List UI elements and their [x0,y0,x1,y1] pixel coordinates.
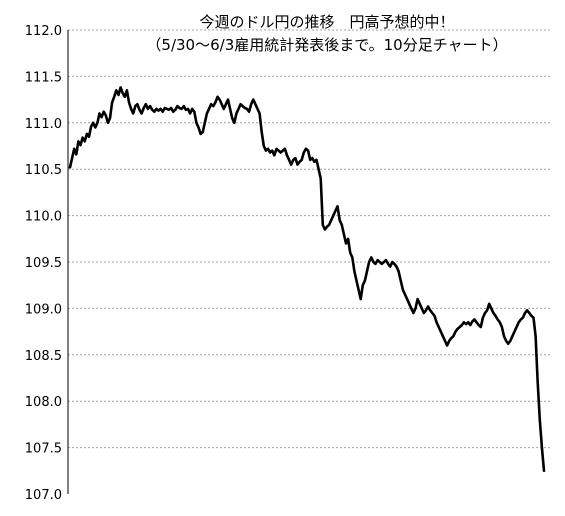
y-tick-label: 111.5 [25,70,62,85]
y-tick-label: 108.0 [25,395,62,410]
y-tick-label: 107.5 [25,442,62,457]
y-tick-label: 109.0 [25,302,62,317]
y-tick-label: 108.5 [25,349,62,364]
y-axis-tick-labels: 112.0 111.5 111.0 110.5 110.0 109.5 109.0 108.5… [25,24,62,503]
chart-subtitle: （5/30～6/3雇用統計発表後まで。10分足チャート） [146,36,507,54]
y-tick-label: 112.0 [25,24,62,39]
series-line-usdjpy [68,86,546,473]
y-tick-label: 111.0 [25,117,62,132]
y-tick-label: 109.5 [25,256,62,271]
y-tick-label: 107.0 [25,488,62,503]
gridlines [68,29,552,449]
chart-title: 今週のドル円の推移 円高予想的中！ [199,13,454,31]
y-tick-label: 110.5 [25,163,62,178]
y-tick-label: 110.0 [25,210,62,225]
